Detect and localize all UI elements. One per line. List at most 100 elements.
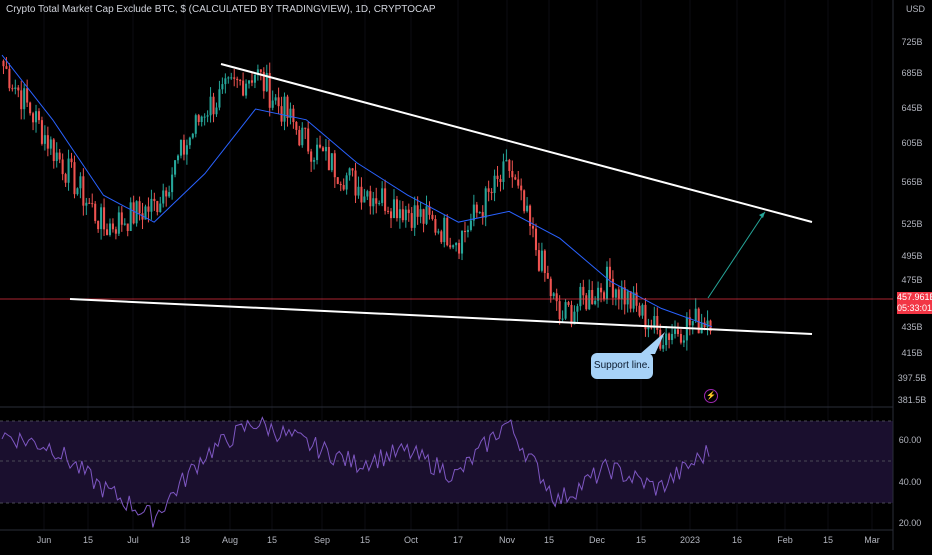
support-line-callout[interactable]: Support line.	[591, 353, 653, 379]
candle-body	[534, 228, 538, 251]
lightning-icon[interactable]: ⚡	[704, 389, 718, 403]
candle-body	[271, 100, 274, 108]
candle-body	[179, 139, 183, 156]
candle-body	[159, 203, 162, 213]
candle-body	[514, 177, 517, 180]
candle-body	[629, 291, 632, 309]
candle-body	[588, 289, 591, 310]
candle-body	[274, 97, 277, 101]
candle-body	[108, 223, 112, 235]
candle-body	[662, 345, 665, 349]
candle-body	[517, 179, 520, 186]
price-unit-label: USD	[906, 4, 926, 14]
candle-body	[540, 250, 543, 271]
candle-body	[342, 185, 345, 190]
time-tick-label: Mar	[864, 535, 880, 545]
price-tick-label: 381.5B	[898, 395, 927, 405]
candle-body	[126, 223, 129, 232]
candle-body	[277, 97, 280, 107]
last-price-value: 457.961B	[897, 292, 932, 302]
candle-body	[85, 202, 88, 206]
candle-body	[29, 102, 32, 114]
price-tick-label: 725B	[901, 37, 922, 47]
candle-body	[117, 212, 120, 234]
candle-body	[165, 190, 168, 197]
candle-body	[304, 127, 307, 129]
candle-body	[679, 333, 682, 343]
candle-body	[82, 176, 85, 206]
candle-body	[2, 60, 5, 67]
time-tick-label: 18	[180, 535, 190, 545]
candle-body	[37, 111, 41, 121]
candle-body	[206, 115, 209, 117]
time-tick-label: 15	[823, 535, 833, 545]
candle-body	[79, 176, 82, 189]
candle-body	[324, 146, 327, 152]
price-tick-label: 605B	[901, 138, 922, 148]
candle-body	[395, 199, 398, 219]
candle-body	[455, 243, 458, 246]
candle-body	[188, 137, 191, 146]
candle-body	[256, 69, 259, 75]
candle-body	[245, 83, 248, 96]
candle-body	[401, 209, 404, 221]
candle-body	[73, 162, 76, 195]
candle-body	[688, 317, 691, 326]
candle-body	[34, 111, 38, 123]
candle-body	[549, 278, 552, 297]
candle-body	[363, 196, 366, 203]
price-tick-label: 397.5B	[898, 373, 927, 383]
time-tick-label: 2023	[680, 535, 700, 545]
candle-body	[446, 217, 449, 246]
candle-body	[52, 139, 55, 162]
candle-body	[591, 289, 594, 305]
candle-body	[573, 311, 576, 325]
candle-body	[61, 159, 64, 175]
candle-body	[614, 289, 617, 298]
candle-body	[428, 206, 431, 215]
candle-body	[466, 229, 469, 233]
candle-body	[676, 329, 680, 334]
candle-body	[185, 145, 188, 155]
candle-body	[508, 159, 511, 172]
candle-body	[481, 212, 484, 218]
candle-body	[135, 201, 138, 224]
projection-line[interactable]	[707, 211, 766, 299]
projection-arrowhead	[759, 212, 765, 218]
candle-body	[561, 318, 564, 320]
candle-body	[321, 147, 325, 152]
candle-body	[647, 327, 650, 330]
candle-body	[156, 201, 159, 213]
time-tick-label: Oct	[404, 535, 419, 545]
candle-body	[265, 73, 268, 92]
candle-body	[555, 293, 558, 302]
price-tick-label: 565B	[901, 177, 922, 187]
candle-body	[458, 243, 461, 254]
candle-body	[259, 69, 262, 72]
candle-body	[546, 273, 549, 279]
candle-body	[620, 287, 623, 300]
candle-body	[120, 212, 123, 225]
candle-body	[94, 203, 97, 221]
candle-body	[682, 340, 685, 343]
rsi-band	[0, 421, 893, 503]
resistance-trendline[interactable]	[220, 63, 813, 223]
candle-body	[250, 80, 254, 83]
candle-body	[298, 129, 301, 146]
chart-title: Crypto Total Market Cap Exclude BTC, $ (…	[6, 4, 436, 15]
candle-body	[360, 186, 363, 203]
candle-body	[46, 135, 49, 149]
candle-body	[100, 207, 103, 230]
candle-body	[410, 213, 413, 228]
candle-body	[617, 289, 620, 300]
candle-body	[307, 128, 310, 152]
candle-body	[407, 209, 410, 214]
candle-body	[632, 292, 635, 309]
support-trendline[interactable]	[69, 298, 813, 335]
candle-body	[224, 78, 227, 85]
support-line-label: Support line.	[593, 360, 651, 371]
candle-body	[247, 80, 251, 84]
rsi-line	[1, 416, 710, 528]
candle-body	[114, 229, 117, 234]
